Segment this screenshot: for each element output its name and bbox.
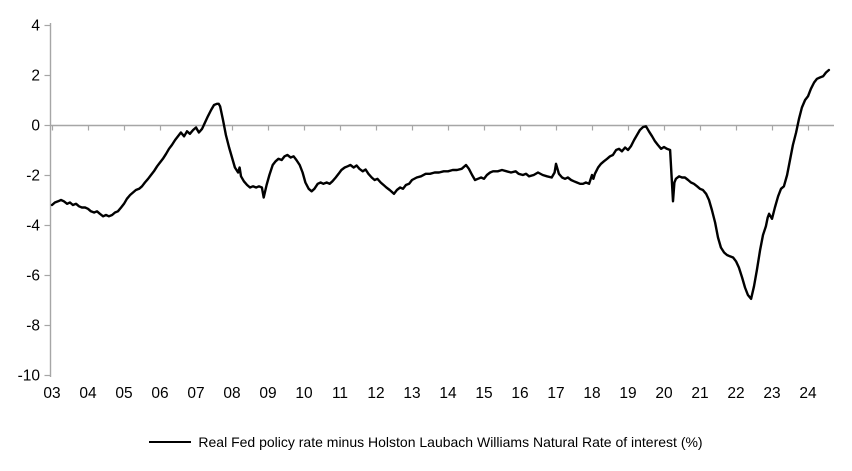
x-tick-label: 17 (547, 385, 564, 402)
x-tick-label: 07 (187, 385, 204, 402)
y-tick-label: -6 (26, 268, 40, 285)
x-tick-label: 09 (259, 385, 276, 402)
y-tick-label: -8 (26, 318, 40, 335)
y-tick-label: -4 (26, 218, 40, 235)
legend-line-swatch (149, 441, 192, 443)
y-tick-label: 2 (31, 68, 40, 85)
x-tick-label: 12 (367, 385, 384, 402)
x-tick-label: 16 (511, 385, 528, 402)
x-tick-label: 21 (691, 385, 708, 402)
x-tick-label: 03 (43, 385, 60, 402)
y-tick-label: 4 (31, 18, 40, 35)
y-tick-label: -2 (26, 168, 40, 185)
x-tick-label: 08 (223, 385, 240, 402)
x-tick-label: 04 (79, 385, 97, 402)
y-tick-label: 0 (31, 118, 40, 135)
x-tick-label: 11 (332, 385, 348, 402)
x-tick-label: 20 (655, 385, 673, 402)
legend-label: Real Fed policy rate minus Holston Lauba… (198, 434, 703, 450)
x-tick-label: 22 (727, 385, 744, 402)
x-tick-label: 13 (403, 385, 420, 402)
x-tick-label: 10 (295, 385, 313, 402)
x-tick-label: 15 (475, 385, 492, 402)
x-tick-label: 06 (151, 385, 168, 402)
series-line (50, 68, 831, 300)
x-tick-label: 23 (763, 385, 780, 402)
y-tick-label: -10 (18, 368, 41, 385)
x-tick-label: 24 (799, 385, 817, 402)
x-tick-label: 14 (439, 385, 457, 402)
x-tick-label: 19 (619, 385, 636, 402)
x-tick-label: 18 (583, 385, 600, 402)
x-tick-label: 05 (115, 385, 132, 402)
legend: Real Fed policy rate minus Holston Lauba… (0, 434, 852, 450)
